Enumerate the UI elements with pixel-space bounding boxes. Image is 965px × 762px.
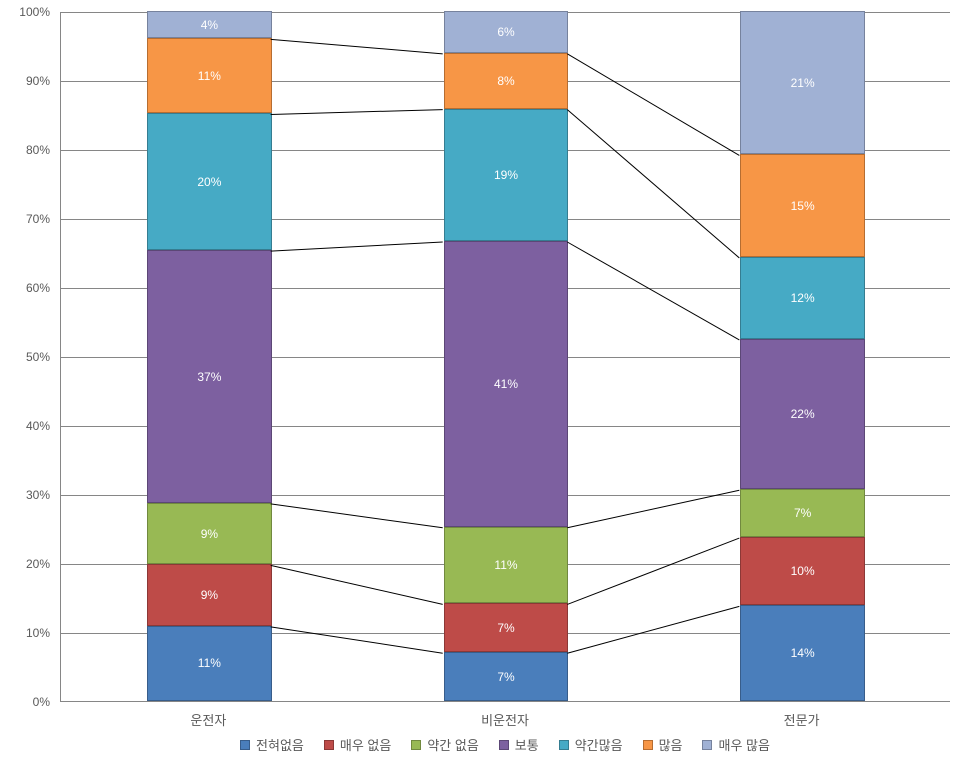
x-axis-label: 비운전자 bbox=[481, 710, 529, 729]
y-axis-label: 80% bbox=[0, 143, 50, 157]
segment-label: 12% bbox=[791, 291, 815, 305]
legend-swatch bbox=[643, 740, 653, 750]
segment-label: 7% bbox=[497, 621, 514, 635]
y-axis-label: 50% bbox=[0, 350, 50, 364]
segment-label: 9% bbox=[201, 588, 218, 602]
bar-segment: 15% bbox=[740, 154, 865, 256]
bar-segment: 6% bbox=[444, 11, 569, 53]
legend-swatch bbox=[240, 740, 250, 750]
legend-label: 약간 없음 bbox=[427, 735, 478, 754]
bar-segment: 20% bbox=[147, 113, 272, 250]
segment-label: 10% bbox=[791, 564, 815, 578]
segment-label: 19% bbox=[494, 168, 518, 182]
legend-item: 약간 없음 bbox=[411, 735, 478, 754]
legend-swatch bbox=[324, 740, 334, 750]
y-axis-label: 30% bbox=[0, 488, 50, 502]
legend-label: 매우 많음 bbox=[718, 735, 769, 754]
legend-label: 보통 bbox=[515, 735, 539, 754]
bar-segment: 41% bbox=[444, 241, 569, 527]
legend: 전혀없음 매우 없음 약간 없음 보통 약간많음 많음 매우 많음 bbox=[60, 735, 950, 754]
bar-segment: 8% bbox=[444, 53, 569, 109]
bar-segment: 11% bbox=[444, 527, 569, 604]
bar-segment: 37% bbox=[147, 250, 272, 503]
segment-label: 22% bbox=[791, 407, 815, 421]
legend-label: 전혀없음 bbox=[256, 735, 304, 754]
segment-label: 14% bbox=[791, 646, 815, 660]
segment-label: 7% bbox=[794, 506, 811, 520]
segment-label: 4% bbox=[201, 18, 218, 32]
bar-segment: 9% bbox=[147, 564, 272, 625]
segment-label: 11% bbox=[198, 69, 221, 83]
y-axis-label: 100% bbox=[0, 5, 50, 19]
legend-item: 매우 많음 bbox=[702, 735, 769, 754]
legend-item: 전혀없음 bbox=[240, 735, 304, 754]
x-axis-label: 운전자 bbox=[190, 710, 226, 729]
segment-label: 20% bbox=[197, 175, 221, 189]
bar-segment: 10% bbox=[740, 537, 865, 605]
segment-label: 7% bbox=[497, 670, 514, 684]
segment-label: 11% bbox=[494, 558, 517, 572]
bar-segment: 7% bbox=[740, 489, 865, 537]
segment-label: 41% bbox=[494, 377, 518, 391]
bar-segment: 7% bbox=[444, 652, 569, 701]
bar-segment: 14% bbox=[740, 605, 865, 701]
legend-label: 약간많음 bbox=[575, 735, 623, 754]
segment-label: 37% bbox=[197, 370, 221, 384]
y-axis-label: 70% bbox=[0, 212, 50, 226]
legend-swatch bbox=[411, 740, 421, 750]
segment-label: 6% bbox=[497, 25, 514, 39]
y-axis-label: 40% bbox=[0, 419, 50, 433]
bar-segment: 9% bbox=[147, 503, 272, 564]
segment-label: 8% bbox=[497, 74, 514, 88]
legend-item: 매우 없음 bbox=[324, 735, 391, 754]
legend-swatch bbox=[499, 740, 509, 750]
plot-area: 11% 9% 9% 37% 20% 11% 4% 7% 7% 11% 41% 19% 8% 6% 14% 10… bbox=[60, 12, 950, 702]
bar: 7% 7% 11% 41% 19% 8% 6% bbox=[444, 11, 569, 701]
legend-item: 많음 bbox=[643, 735, 683, 754]
segment-label: 11% bbox=[198, 656, 221, 670]
bar-segment: 21% bbox=[740, 11, 865, 154]
bar-segment: 22% bbox=[740, 339, 865, 489]
segment-label: 15% bbox=[791, 199, 815, 213]
bar-segment: 11% bbox=[147, 626, 272, 701]
legend-label: 많음 bbox=[659, 735, 683, 754]
x-axis-label: 전문가 bbox=[784, 710, 820, 729]
y-axis-label: 0% bbox=[0, 695, 50, 709]
bar-segment: 7% bbox=[444, 603, 569, 652]
legend-item: 보통 bbox=[499, 735, 539, 754]
chart-container: 11% 9% 9% 37% 20% 11% 4% 7% 7% 11% 41% 19% 8% 6% 14% 10… bbox=[0, 0, 965, 762]
y-axis-label: 20% bbox=[0, 557, 50, 571]
segment-label: 9% bbox=[201, 527, 218, 541]
y-axis-label: 60% bbox=[0, 281, 50, 295]
segment-label: 21% bbox=[791, 76, 815, 90]
y-axis-label: 90% bbox=[0, 74, 50, 88]
legend-swatch bbox=[702, 740, 712, 750]
bar: 11% 9% 9% 37% 20% 11% 4% bbox=[147, 11, 272, 701]
legend-label: 매우 없음 bbox=[340, 735, 391, 754]
legend-item: 약간많음 bbox=[559, 735, 623, 754]
bar-segment: 11% bbox=[147, 38, 272, 113]
bar-segment: 12% bbox=[740, 257, 865, 339]
bar-segment: 4% bbox=[147, 11, 272, 38]
legend-swatch bbox=[559, 740, 569, 750]
bar: 14% 10% 7% 22% 12% 15% 21% bbox=[740, 11, 865, 701]
bar-segment: 19% bbox=[444, 109, 569, 241]
y-axis-label: 10% bbox=[0, 626, 50, 640]
